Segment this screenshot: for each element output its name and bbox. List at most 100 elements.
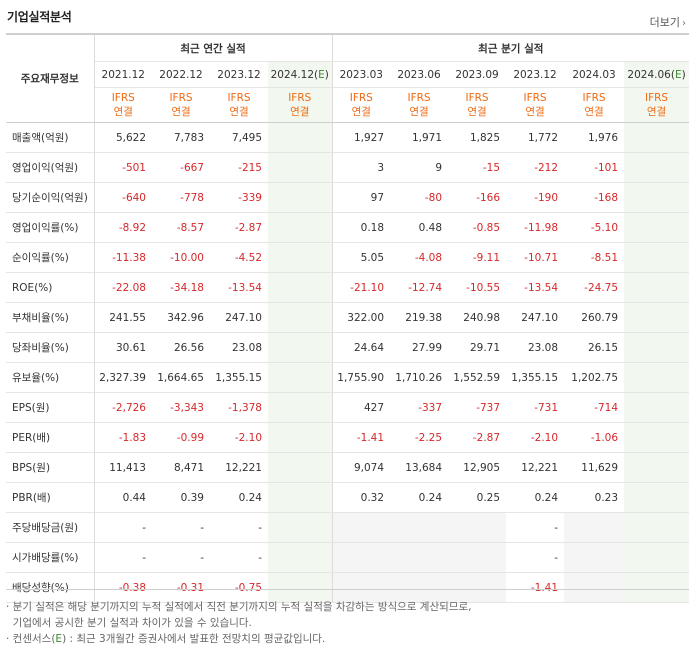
table-cell (624, 152, 690, 183)
footnotes: · 분기 실적은 해당 분기까지의 누적 실적에서 직전 분기까지의 누적 실적… (6, 599, 471, 647)
table-cell: 0.32 (331, 482, 391, 513)
table-cell: 0.24 (210, 482, 268, 513)
column-header: 2022.12 (152, 61, 210, 88)
table-row: 순이익률(%) -11.38 -10.00 -4.52 5.05 -4.08 -9.11 -1… (6, 242, 690, 273)
table-cell: -168 (564, 182, 625, 213)
table-cell: 5,622 (94, 122, 152, 153)
ifrs-line-1: IFRS (349, 92, 373, 104)
table-cell (390, 542, 449, 573)
table-cell: -2.10 (506, 422, 565, 453)
note-line-3-suffix: ) : 최근 3개월간 증권사에서 발표한 전망치의 평균값입니다. (62, 633, 326, 645)
row-label: PER(배) (6, 422, 95, 453)
table-cell: -101 (564, 152, 625, 183)
ifrs-line-2: 연결 (229, 106, 249, 118)
table-cell (624, 212, 690, 243)
table-cell: -778 (152, 182, 210, 213)
column-header: 2024.06(E) (624, 61, 690, 88)
table-cell: -10.55 (448, 272, 507, 303)
ifrs-line-2: 연결 (351, 106, 371, 118)
table-cell: 1,772 (506, 122, 565, 153)
table-cell: 1,202.75 (564, 362, 625, 393)
table-cell: 9,074 (331, 452, 391, 483)
table-cell (624, 182, 690, 213)
row-label: EPS(원) (6, 392, 95, 423)
table-cell: -337 (390, 392, 449, 423)
table-cell: 24.64 (331, 332, 391, 363)
table-cell (268, 152, 333, 183)
table-cell: 23.08 (506, 332, 565, 363)
table-cell (624, 302, 690, 333)
table-cell: -3,343 (152, 392, 210, 423)
table-cell: 11,413 (94, 452, 152, 483)
table-cell: -8.57 (152, 212, 210, 243)
table-cell: -4.08 (390, 242, 449, 273)
ifrs-label: IFRS 연결 (94, 87, 152, 123)
table-cell: 219.38 (390, 302, 449, 333)
table-cell (268, 542, 333, 573)
table-bottom-border (6, 589, 689, 590)
table-cell (268, 182, 333, 213)
table-cell: -667 (152, 152, 210, 183)
ifrs-line-2: 연결 (584, 106, 604, 118)
column-header: 2021.12 (94, 61, 152, 88)
ifrs-label: IFRS 연결 (268, 87, 333, 123)
column-header: 2023.12 (210, 61, 268, 88)
table-cell (268, 302, 333, 333)
table-cell: -166 (448, 182, 507, 213)
ifrs-line-2: 연결 (646, 106, 667, 118)
ifrs-label: IFRS 연결 (331, 87, 391, 123)
table-cell: 5.05 (331, 242, 391, 273)
table-cell: -501 (94, 152, 152, 183)
group-annual-header: 최근 연간 실적 (94, 33, 333, 62)
table-cell: -1.41 (331, 422, 391, 453)
ifrs-line-1: IFRS (288, 92, 312, 104)
row-label: BPS(원) (6, 452, 95, 483)
note-estimate-mark: E (55, 633, 63, 645)
row-label: PBR(배) (6, 482, 95, 513)
column-header: 2024.12(E) (268, 61, 333, 88)
estimate-mark: E (318, 68, 325, 81)
table-cell: 13,684 (390, 452, 449, 483)
table-cell: 97 (331, 182, 391, 213)
table-row: ROE(%) -22.08 -34.18 -13.54 -21.10 -12.74 -10.… (6, 272, 690, 303)
table-cell: -4.52 (210, 242, 268, 273)
table-cell: -10.71 (506, 242, 565, 273)
table-cell (268, 272, 333, 303)
table-cell: 7,783 (152, 122, 210, 153)
table-cell (331, 512, 391, 543)
table-cell: -80 (390, 182, 449, 213)
row-header-label: 주요재무정보 (6, 33, 95, 123)
table-cell: -11.38 (94, 242, 152, 273)
table-cell: -339 (210, 182, 268, 213)
table-cell: -640 (94, 182, 152, 213)
table-row: EPS(원) -2,726 -3,343 -1,378 427 -337 -737 -731-… (6, 392, 690, 423)
table-row: 당좌비율(%) 30.61 26.56 23.08 24.64 27.99 29.71 23.… (6, 332, 690, 363)
more-link[interactable]: 더보기 › (650, 14, 686, 30)
table-cell (268, 392, 333, 423)
table-cell: 7,495 (210, 122, 268, 153)
table-cell: -8.92 (94, 212, 152, 243)
table-cell: 1,355.15 (210, 362, 268, 393)
table-cell: 3 (331, 152, 391, 183)
ifrs-line-1: IFRS (645, 92, 669, 104)
table-cell: -10.00 (152, 242, 210, 273)
table-cell (268, 572, 333, 603)
table-cell: - (210, 512, 268, 543)
table-cell: 427 (331, 392, 391, 423)
row-label: 순이익률(%) (6, 242, 95, 273)
ifrs-line-2: 연결 (113, 106, 133, 118)
table-cell: -2,726 (94, 392, 152, 423)
table-cell: -1.06 (564, 422, 625, 453)
table-cell: 1,664.65 (152, 362, 210, 393)
table-cell: -5.10 (564, 212, 625, 243)
table-cell: -13.54 (506, 272, 565, 303)
table-cell: - (94, 542, 152, 573)
table-cell: 342.96 (152, 302, 210, 333)
table-cell (564, 572, 625, 603)
row-label: 영업이익(억원) (6, 152, 95, 183)
ifrs-label: IFRS 연결 (448, 87, 507, 123)
note-line-2: 기업에서 공시한 분기 실적과 차이가 있을 수 있습니다. (6, 617, 252, 629)
financial-table: 주요재무정보 최근 연간 실적 최근 분기 실적 2021.12 2022.12 2… (6, 33, 690, 603)
table-cell: - (210, 542, 268, 573)
table-row: PER(배) -1.83 -0.99 -2.10 -1.41 -2.25 -2.87 -2.1… (6, 422, 690, 453)
